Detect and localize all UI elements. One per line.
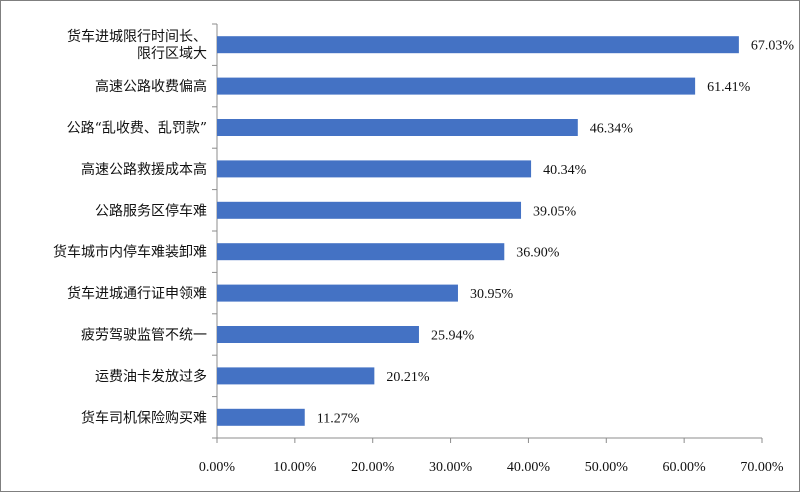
x-tick-label: 30.00% <box>429 460 473 475</box>
category-label: 货车进城通行证申领难 <box>67 285 207 302</box>
data-label: 20.21% <box>386 370 430 385</box>
bar <box>217 243 505 261</box>
x-tick-label: 20.00% <box>351 460 395 475</box>
category-label: 货车进城限行时间长、 <box>67 28 207 45</box>
category-label: 公路“乱收费、乱罚款” <box>67 121 207 137</box>
x-tick-label: 50.00% <box>585 460 629 475</box>
data-label: 30.95% <box>470 287 514 302</box>
category-label: 限行区域大 <box>137 46 207 62</box>
data-label: 46.34% <box>590 122 634 137</box>
bar <box>217 160 532 178</box>
bar <box>217 408 305 426</box>
bar <box>217 201 522 219</box>
bar <box>217 367 375 385</box>
x-tick-label: 60.00% <box>663 460 707 475</box>
data-label: 61.41% <box>707 80 751 95</box>
bar <box>217 119 578 136</box>
bar <box>217 77 696 95</box>
data-label: 36.90% <box>516 246 560 261</box>
data-label: 39.05% <box>533 204 577 219</box>
data-label: 25.94% <box>431 329 475 344</box>
bar <box>217 326 419 343</box>
bar <box>217 36 739 54</box>
category-label: 高速公路救援成本高 <box>81 161 207 178</box>
data-label: 11.27% <box>317 411 360 426</box>
category-label: 公路服务区停车难 <box>95 202 207 219</box>
x-tick-label: 40.00% <box>507 460 551 475</box>
category-label: 货车城市内停车难装卸难 <box>53 244 207 261</box>
category-label: 货车司机保险购买难 <box>81 409 207 426</box>
category-label: 高速公路收费偏高 <box>95 78 207 95</box>
category-label: 运费油卡发放过多 <box>95 368 207 385</box>
x-tick-label: 70.00% <box>740 460 784 475</box>
data-label: 40.34% <box>543 163 587 178</box>
bar <box>217 284 458 302</box>
data-label: 67.03% <box>751 39 795 54</box>
x-tick-label: 10.00% <box>273 460 317 475</box>
category-label: 疲劳驾驶监管不统一 <box>81 327 207 344</box>
x-tick-label: 0.00% <box>199 460 236 475</box>
